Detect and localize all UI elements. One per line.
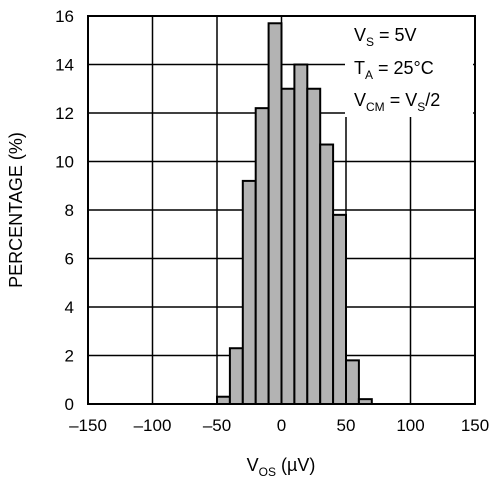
x-axis-label: VOS (µV): [247, 455, 316, 479]
legend-annotation-0: VS = 5V: [354, 25, 417, 49]
histogram-bar-5: [280, 87, 296, 405]
y-tick-label-3: 6: [65, 250, 74, 269]
histogram-bars: [216, 22, 373, 406]
x-tick-label-5: 100: [396, 416, 424, 435]
y-tick-label-0: 0: [65, 395, 74, 414]
histogram-bar-1: [228, 347, 244, 406]
legend-box: [345, 17, 473, 117]
histogram-bar-6: [293, 63, 309, 405]
y-tick-label-2: 4: [65, 298, 74, 317]
histogram-bar-7: [306, 87, 322, 405]
legend-annotation-2: VCM = VS/2: [354, 90, 440, 114]
y-tick-label-4: 8: [65, 201, 74, 220]
histogram-bar-10: [345, 359, 360, 406]
histogram-bar-4: [267, 22, 283, 406]
histogram-bar-2: [241, 179, 257, 405]
histogram-bar-0: [216, 395, 231, 406]
y-tick-label-1: 2: [65, 347, 74, 366]
x-tick-label-1: –100: [134, 416, 172, 435]
x-tick-label-3: 0: [277, 416, 286, 435]
x-tick-label-6: 150: [461, 416, 489, 435]
y-tick-labels: 0 2 4 6 8 10 12 14 16: [55, 7, 74, 414]
y-axis-label: PERCENTAGE (%): [6, 132, 26, 288]
histogram-bar-8: [319, 143, 335, 405]
plot-frame: [87, 15, 476, 405]
legend-annotations: VS = 5V TA = 25°C VCM = VS/2: [354, 25, 440, 114]
x-tick-label-2: –50: [203, 416, 231, 435]
histogram-bar-9: [332, 213, 348, 405]
y-tick-label-6: 12: [55, 104, 74, 123]
legend-annotation-1: TA = 25°C: [354, 58, 434, 82]
x-tick-label-4: 50: [337, 416, 356, 435]
x-tick-labels: –150 –100 –50 0 50 100 150: [69, 416, 489, 435]
y-tick-label-7: 14: [55, 56, 74, 75]
x-tick-label-0: –150: [69, 416, 107, 435]
y-tick-label-5: 10: [55, 153, 74, 172]
y-tick-label-8: 16: [55, 7, 74, 26]
histogram-bar-3: [254, 107, 270, 406]
